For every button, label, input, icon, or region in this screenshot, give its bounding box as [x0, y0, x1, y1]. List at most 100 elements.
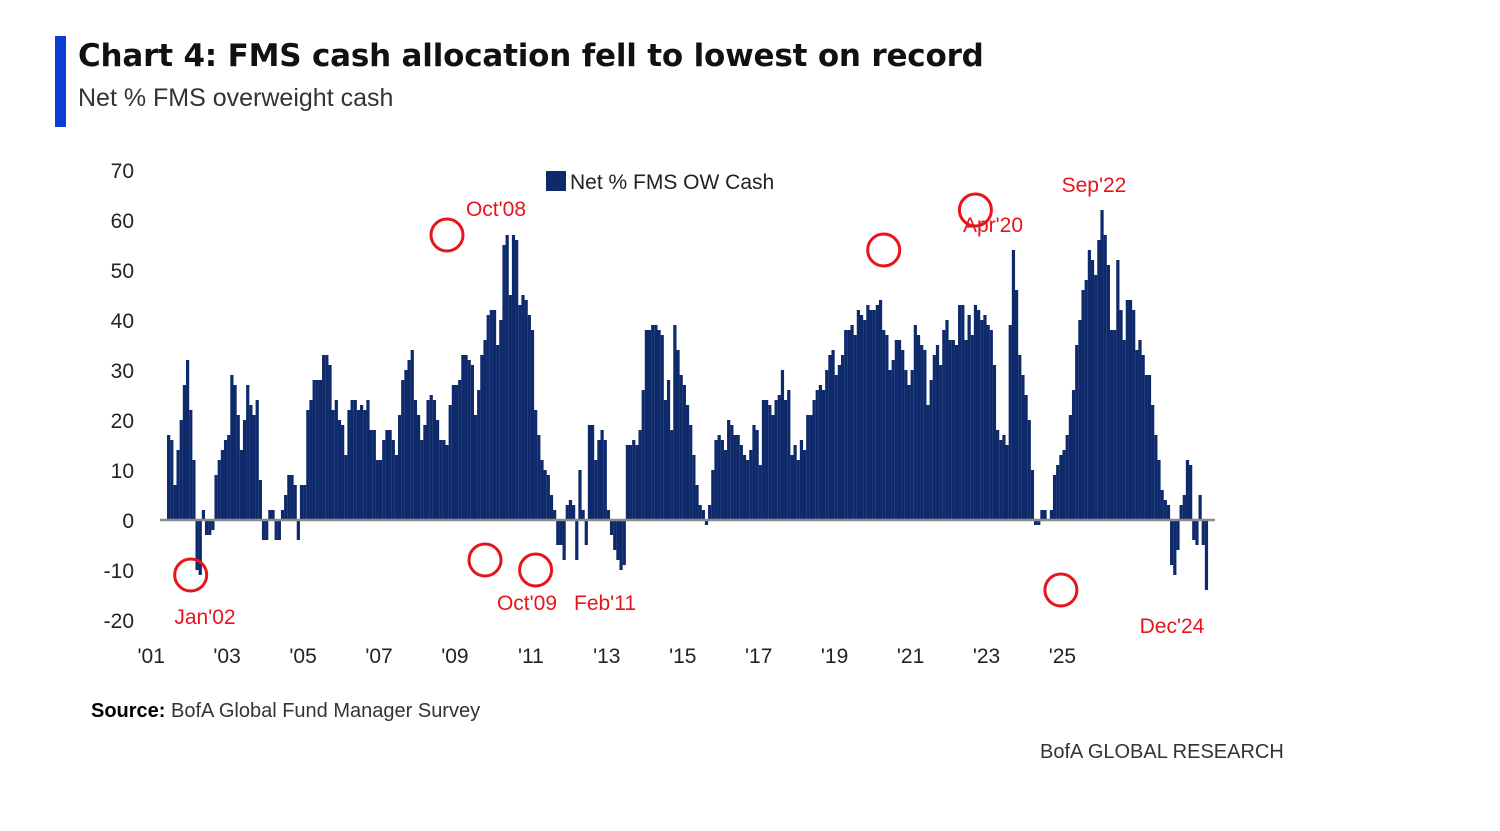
bar	[818, 385, 823, 520]
bar	[1005, 445, 1009, 520]
bar	[872, 310, 876, 520]
bar	[223, 440, 228, 520]
bar	[1135, 350, 1139, 520]
bar	[1059, 455, 1063, 520]
y-tick-label: 40	[111, 310, 134, 333]
bar	[565, 505, 569, 520]
bar	[445, 445, 449, 520]
bar	[483, 340, 487, 520]
bar	[635, 445, 639, 520]
bar	[894, 340, 898, 520]
bar	[198, 520, 202, 575]
bar	[663, 400, 667, 520]
bar	[628, 445, 633, 520]
bar	[1144, 375, 1148, 520]
bar	[622, 520, 626, 565]
bar	[730, 425, 734, 520]
bar	[382, 440, 386, 520]
bar	[575, 520, 579, 560]
x-tick-label: '11	[518, 645, 544, 668]
bar	[1084, 280, 1088, 520]
x-tick-label: '07	[365, 645, 392, 668]
bar	[657, 330, 661, 520]
bar	[765, 400, 769, 520]
bar	[948, 340, 952, 520]
bar	[625, 445, 630, 520]
bar	[638, 430, 642, 520]
y-tick-label: 50	[111, 260, 134, 283]
bar	[600, 430, 604, 520]
annotation-circle	[173, 557, 209, 593]
bar	[328, 365, 332, 520]
bar	[1113, 330, 1117, 520]
bar	[435, 420, 440, 520]
annotation-label: Sep'22	[1062, 174, 1127, 197]
bar	[306, 410, 310, 520]
bar	[641, 390, 645, 520]
bar	[499, 320, 503, 520]
bar	[280, 510, 285, 520]
bar	[1166, 505, 1171, 520]
bar	[1109, 330, 1114, 520]
bar	[603, 440, 607, 520]
bar	[774, 400, 778, 520]
bar	[360, 405, 364, 520]
bar	[214, 475, 218, 520]
bar	[426, 400, 430, 520]
bar	[859, 315, 864, 520]
bar	[309, 400, 313, 520]
bar	[913, 325, 917, 520]
bar	[1195, 520, 1199, 545]
bar-series	[167, 210, 1209, 590]
bar	[682, 385, 686, 520]
bar	[486, 315, 490, 520]
y-tick-label: 10	[111, 460, 134, 483]
bar	[492, 310, 497, 520]
bar	[1014, 290, 1019, 520]
bar	[1002, 435, 1006, 520]
bar	[451, 385, 455, 520]
bar	[749, 450, 753, 520]
x-tick-label: '05	[289, 645, 316, 668]
bar	[192, 460, 196, 520]
bar	[958, 305, 962, 520]
bar	[211, 520, 215, 530]
bar	[1106, 265, 1110, 520]
bar	[1094, 275, 1098, 520]
bar	[454, 385, 459, 520]
bar	[496, 345, 500, 520]
bar	[720, 440, 724, 520]
bar	[318, 380, 323, 520]
bar	[717, 435, 721, 520]
legend-swatch	[546, 171, 566, 191]
chart-subtitle: Net % FMS overweight cash	[78, 84, 394, 112]
legend-label: Net % FMS OW Cash	[570, 171, 774, 194]
bar	[736, 435, 740, 520]
bar	[1170, 520, 1174, 565]
y-tick-label: 0	[122, 510, 134, 533]
bar	[616, 520, 620, 560]
x-axis: '01 '03 '05 '07 '09 '11 '13 '15 '17 '19 '21 '23 '25	[138, 645, 1077, 668]
bar	[606, 510, 611, 520]
x-tick-label: '03	[213, 645, 240, 668]
annotation-circle	[518, 552, 554, 588]
annotation-label: Dec'24	[1140, 615, 1205, 638]
bar	[961, 305, 965, 520]
bar	[790, 455, 794, 520]
bar	[448, 405, 452, 520]
bar	[1132, 310, 1136, 520]
bar	[999, 440, 1003, 520]
bar	[230, 375, 234, 520]
bar	[840, 355, 845, 520]
bar	[980, 320, 984, 520]
bar	[1103, 235, 1107, 520]
bar	[733, 435, 737, 520]
bar	[322, 355, 326, 520]
bar	[201, 510, 206, 520]
bar	[173, 485, 177, 520]
bar	[369, 430, 373, 520]
bar	[331, 410, 335, 520]
bar	[670, 430, 674, 520]
bar	[746, 460, 750, 520]
